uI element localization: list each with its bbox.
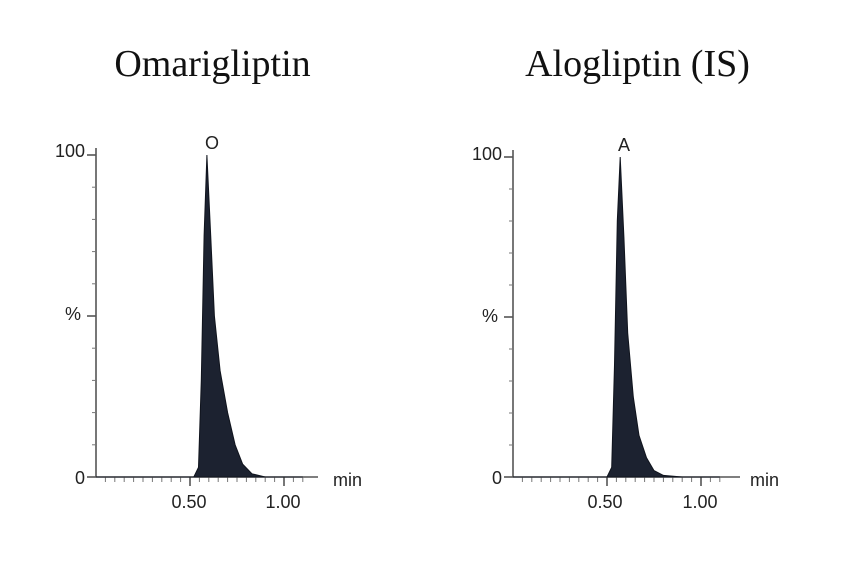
y-tick-label-0: 0 xyxy=(492,468,502,488)
peak-label: A xyxy=(618,135,630,155)
chromatogram-omarigliptin: 100 % 0 0.50 1.00 min O xyxy=(55,133,362,512)
chromatogram-alogliptin: 100 % 0 0.50 1.00 min A xyxy=(472,135,779,512)
x-unit-label: min xyxy=(333,470,362,490)
y-tick-label-100: 100 xyxy=(55,141,85,161)
chromatogram-peak-series xyxy=(96,154,303,478)
x-tick-label-0.50: 0.50 xyxy=(171,492,206,512)
x-unit-label: min xyxy=(750,470,779,490)
y-tick-label-100: 100 xyxy=(472,144,502,164)
series-layer xyxy=(96,154,303,478)
chart-panel-omarigliptin: Omarigliptin 100 % 0 0.50 1.00 min O xyxy=(55,43,362,512)
series-layer xyxy=(513,156,720,478)
chart-panel-alogliptin: Alogliptin (IS) 100 % 0 0.50 1.00 min A xyxy=(425,0,850,577)
x-tick-label-1.00: 1.00 xyxy=(265,492,300,512)
x-tick-label-0.50: 0.50 xyxy=(587,492,622,512)
chromatogram-peak-series xyxy=(513,156,720,478)
y-tick-label-percent: % xyxy=(482,306,498,326)
chart-title: Alogliptin (IS) xyxy=(525,43,750,85)
axis-ticks xyxy=(87,154,304,486)
y-tick-label-percent: % xyxy=(65,304,81,324)
chart-title: Omarigliptin xyxy=(114,43,311,85)
peak-label: O xyxy=(205,133,219,153)
x-tick-label-1.00: 1.00 xyxy=(682,492,717,512)
y-tick-label-0: 0 xyxy=(75,468,85,488)
axis-ticks xyxy=(504,156,721,486)
